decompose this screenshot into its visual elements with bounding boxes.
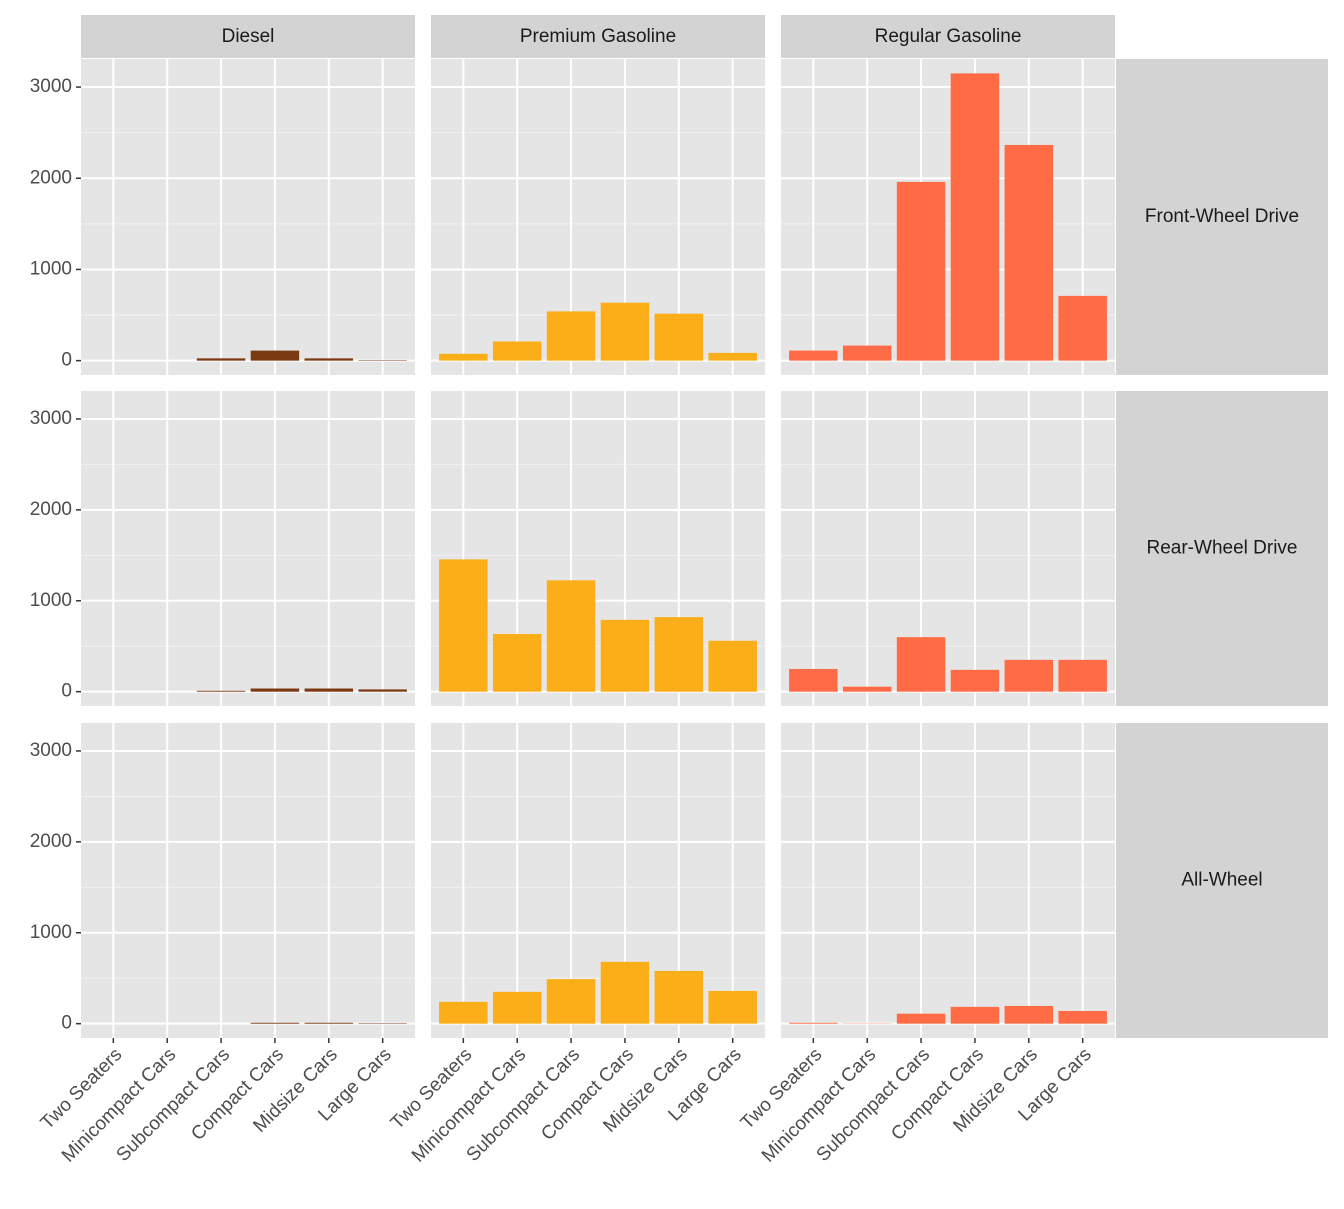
bar	[304, 358, 354, 361]
bar	[1004, 1005, 1054, 1024]
bar	[654, 313, 704, 361]
bar	[950, 1006, 1000, 1024]
bar	[600, 302, 650, 361]
panel	[81, 723, 415, 1038]
panel	[781, 723, 1115, 1038]
panel	[781, 391, 1115, 706]
y-tick-label: 3000	[30, 76, 72, 97]
bar	[654, 617, 704, 692]
column-strip-label: Regular Gasoline	[875, 26, 1022, 47]
bar	[950, 73, 1000, 361]
row-strip-label: Rear-Wheel Drive	[1147, 538, 1298, 559]
bar	[546, 979, 596, 1024]
strip	[431, 15, 765, 58]
y-tick-label: 1000	[30, 590, 72, 611]
bar	[654, 970, 704, 1024]
bar	[789, 668, 838, 692]
y-tick-label: 3000	[30, 408, 72, 429]
y-tick-label: 0	[61, 681, 72, 702]
panel	[81, 391, 415, 706]
bar	[492, 991, 542, 1024]
x-tick-label: Compact Cars	[887, 1044, 988, 1145]
bar	[304, 1022, 354, 1024]
strip	[1116, 723, 1328, 1038]
y-tick-label: 1000	[30, 258, 72, 279]
bar	[950, 669, 1000, 692]
y-tick-label: 0	[61, 1013, 72, 1034]
column-strip-label: Premium Gasoline	[520, 26, 676, 47]
bar	[789, 350, 838, 361]
bar	[600, 961, 650, 1024]
strip	[81, 15, 415, 58]
row-strip-label: Front-Wheel Drive	[1145, 206, 1299, 227]
bar	[708, 990, 757, 1024]
row-strip-label: All-Wheel	[1181, 870, 1262, 891]
x-tick-label: Compact Cars	[537, 1044, 638, 1145]
bar	[1004, 144, 1054, 361]
x-tick-label: Compact Cars	[187, 1044, 288, 1145]
panel	[431, 723, 765, 1038]
bar	[1058, 295, 1107, 361]
bar	[789, 1022, 838, 1024]
y-tick-label: 1000	[30, 922, 72, 943]
bar	[1004, 659, 1054, 692]
bar	[250, 688, 300, 692]
bar	[842, 686, 892, 692]
bar	[708, 640, 757, 692]
bar	[708, 352, 757, 361]
bar	[250, 350, 300, 361]
y-tick-label: 2000	[30, 499, 72, 520]
bar	[250, 1022, 300, 1024]
column-strip-label: Diesel	[222, 26, 275, 47]
bar	[492, 633, 542, 692]
y-tick-label: 0	[61, 350, 72, 371]
strip	[1116, 391, 1328, 706]
bar	[842, 345, 892, 361]
bar	[896, 1013, 946, 1024]
bar	[896, 637, 946, 692]
bar	[1058, 1010, 1107, 1024]
bar	[546, 580, 596, 692]
bar	[439, 559, 488, 692]
strip	[781, 15, 1115, 58]
bar	[196, 690, 246, 692]
strip	[1116, 59, 1328, 375]
bar	[439, 1001, 488, 1024]
bar	[600, 619, 650, 692]
y-tick-label: 2000	[30, 167, 72, 188]
bar	[492, 341, 542, 361]
panel	[431, 59, 765, 375]
bar	[196, 358, 246, 361]
bar	[439, 353, 488, 361]
bar	[546, 311, 596, 361]
bar	[896, 181, 946, 361]
bar	[358, 689, 407, 692]
bar	[1058, 659, 1107, 692]
bar	[304, 688, 354, 692]
panel	[81, 59, 415, 375]
y-tick-label: 3000	[30, 740, 72, 761]
y-tick-label: 2000	[30, 831, 72, 852]
